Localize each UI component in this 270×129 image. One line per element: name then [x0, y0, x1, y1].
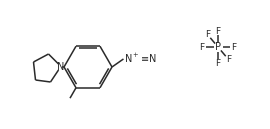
Text: F: F: [200, 42, 205, 51]
Text: F: F: [215, 26, 221, 35]
Text: F: F: [226, 55, 231, 64]
Text: F: F: [231, 42, 237, 51]
Text: N: N: [57, 62, 64, 72]
Text: N$^+$$\!\equiv\!$N: N$^+$$\!\equiv\!$N: [124, 52, 158, 65]
Text: P: P: [215, 42, 221, 52]
Text: F: F: [215, 58, 221, 67]
Text: F: F: [205, 30, 210, 39]
